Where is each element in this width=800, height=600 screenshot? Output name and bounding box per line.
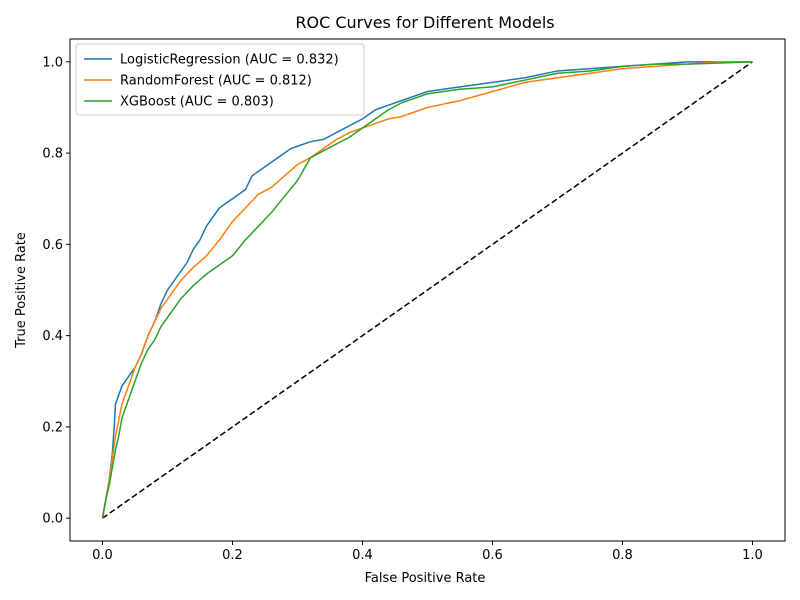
x-axis-label: False Positive Rate (365, 571, 486, 586)
y-tick-label: 0.0 (42, 512, 63, 527)
x-tick-label: 0.8 (612, 548, 633, 563)
chance-diagonal-line (102, 61, 753, 519)
series-line-logisticregression (101, 61, 753, 519)
y-tick-label: 0.8 (42, 147, 63, 162)
series-line-randomforest (101, 61, 753, 519)
x-axis-ticks: 0.0 0.2 0.4 0.6 0.8 1.0 (92, 541, 763, 563)
series-line-xgboost (101, 61, 753, 519)
y-axis-label: True Positive Rate (14, 232, 29, 349)
x-tick-label: 0.2 (222, 548, 243, 563)
y-tick-label: 0.4 (42, 329, 63, 344)
x-tick-label: 0.4 (352, 548, 373, 563)
plot-area (69, 38, 786, 542)
x-tick-label: 0.6 (482, 548, 503, 563)
y-tick-label: 0.6 (42, 238, 63, 253)
y-tick-label: 1.0 (42, 55, 63, 70)
plot-frame (69, 38, 786, 542)
legend-entry: XGBoost (AUC = 0.803) (120, 95, 274, 110)
x-tick-label: 1.0 (742, 548, 763, 563)
chart-title: ROC Curves for Different Models (295, 13, 554, 32)
y-tick-label: 0.2 (42, 420, 63, 435)
legend-entry: LogisticRegression (AUC = 0.832) (120, 53, 339, 68)
legend-entry: RandomForest (AUC = 0.812) (120, 74, 312, 89)
x-tick-label: 0.0 (92, 548, 113, 563)
legend: LogisticRegression (AUC = 0.832) RandomFo… (75, 43, 365, 116)
legend-box (75, 43, 365, 116)
y-axis-ticks: 0.0 0.2 0.4 0.6 0.8 1.0 (42, 55, 70, 527)
